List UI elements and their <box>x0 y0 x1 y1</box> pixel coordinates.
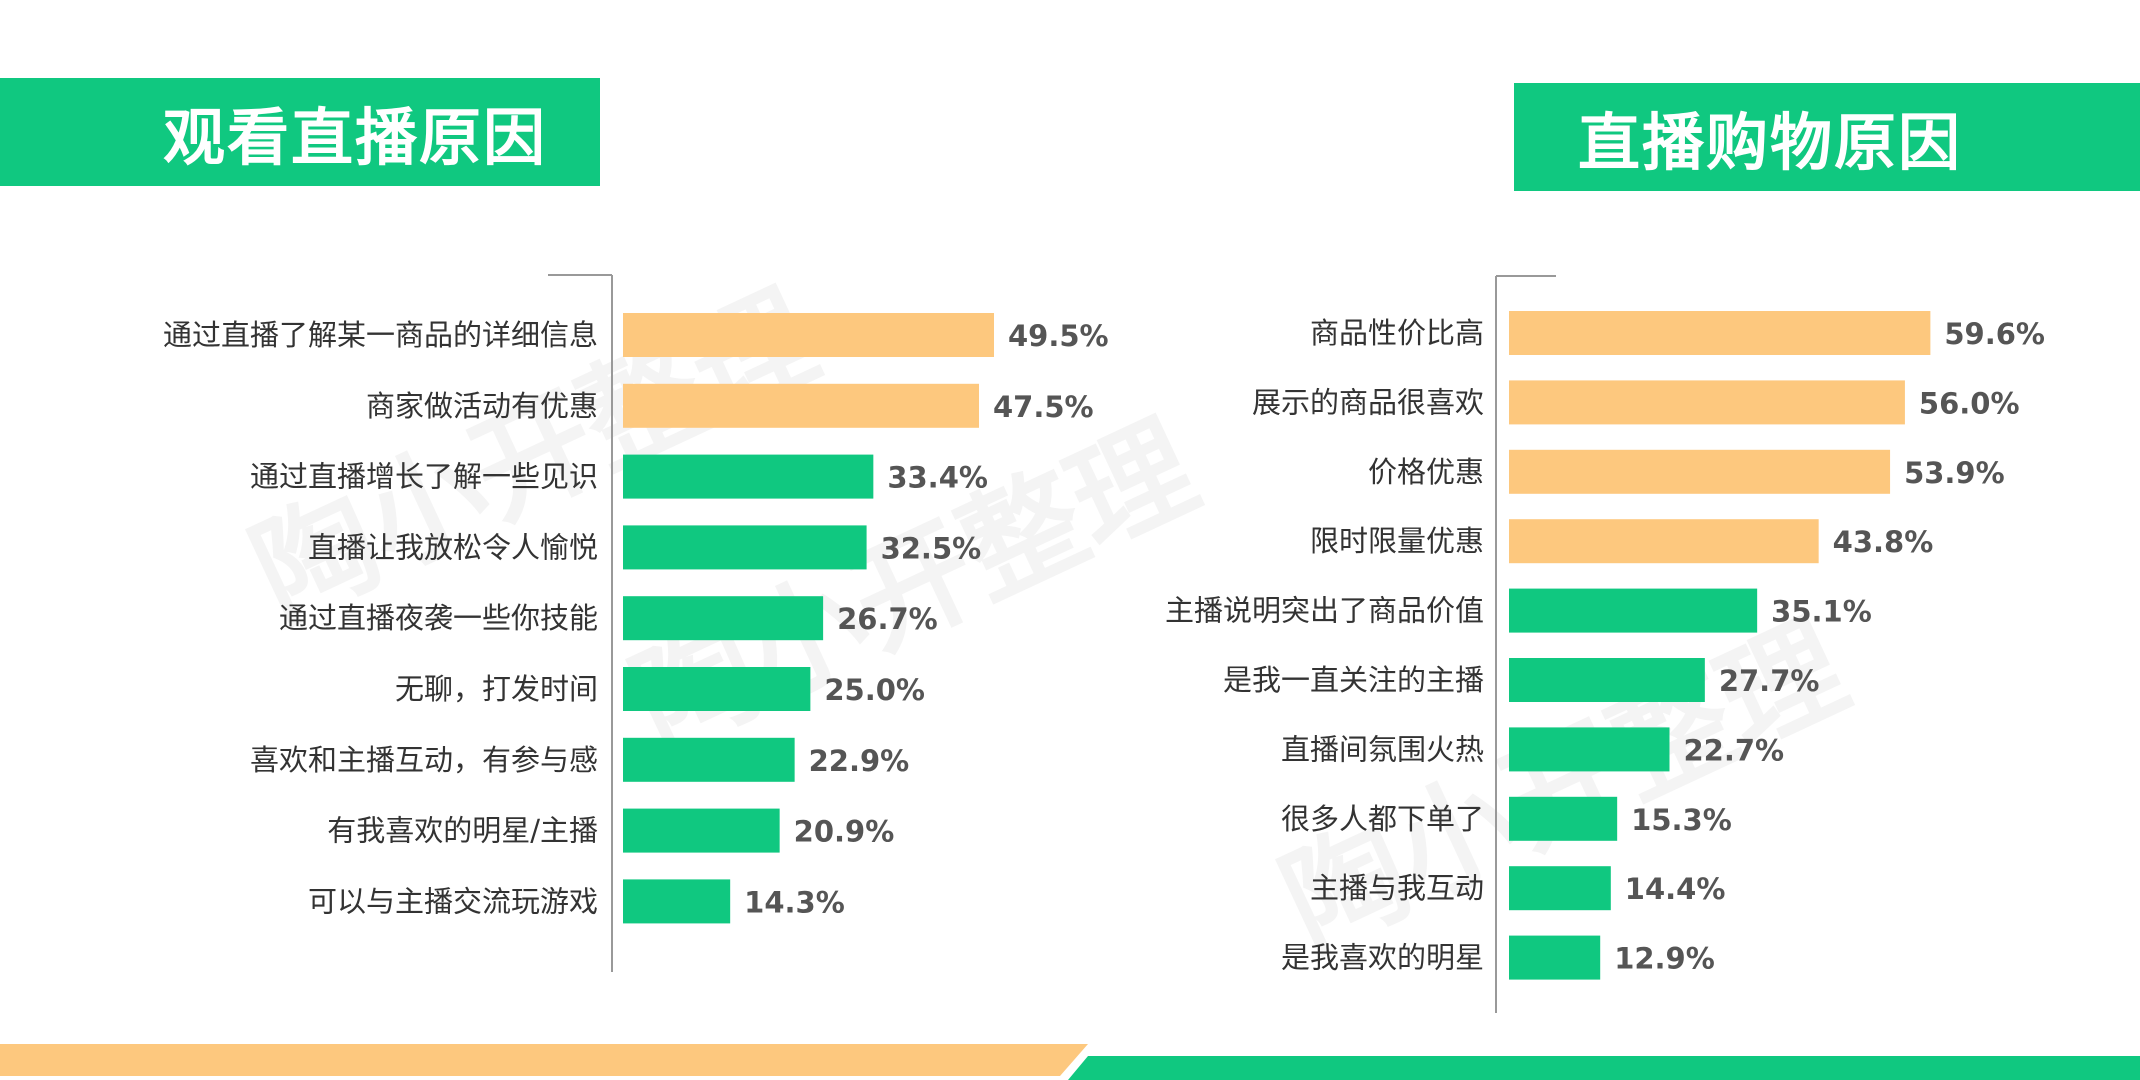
left-chart-title: 观看直播原因 <box>163 101 548 174</box>
left-category-label-8: 有我喜欢的明星/主播 <box>327 814 598 848</box>
right-value-label-5: 35.1% <box>1771 595 1872 629</box>
left-value-label-3: 33.4% <box>887 461 988 495</box>
right-category-label-5: 主播说明突出了商品价值 <box>1165 594 1484 628</box>
right-category-label-6: 是我一直关注的主播 <box>1223 663 1484 697</box>
left-category-label-7: 喜欢和主播互动，有参与感 <box>250 743 598 777</box>
left-value-label-1: 49.5% <box>1008 319 1109 353</box>
left-bar-2 <box>623 383 980 428</box>
right-value-label-1: 59.6% <box>1944 317 2045 351</box>
right-category-label-1: 商品性价比高 <box>1310 316 1484 350</box>
right-category-label-4: 限时限量优惠 <box>1310 524 1484 558</box>
right-value-label-6: 27.7% <box>1719 664 1820 698</box>
right-bar-6 <box>1509 658 1705 702</box>
left-bar-1 <box>623 313 995 357</box>
left-value-label-4: 32.5% <box>881 531 982 565</box>
right-category-label-7: 直播间氛围火热 <box>1281 732 1484 766</box>
left-category-label-3: 通过直播增长了解一些见识 <box>250 460 598 494</box>
left-value-label-7: 22.9% <box>809 744 910 778</box>
left-category-label-4: 直播让我放松令人愉悦 <box>308 530 598 564</box>
right-bar-2 <box>1509 380 1905 425</box>
right-bar-8 <box>1509 796 1618 841</box>
left-value-label-6: 25.0% <box>824 673 925 707</box>
left-value-label-9: 14.3% <box>744 885 845 919</box>
right-bar-9 <box>1509 866 1611 911</box>
right-bar-4 <box>1509 519 1819 564</box>
left-category-label-9: 可以与主播交流玩游戏 <box>308 884 598 918</box>
left-value-label-2: 47.5% <box>993 390 1094 424</box>
right-category-label-8: 很多人都下单了 <box>1281 802 1484 836</box>
right-bar-5 <box>1509 588 1758 633</box>
right-bar-7 <box>1509 727 1670 772</box>
right-value-label-4: 43.8% <box>1833 525 1934 559</box>
left-bar-7 <box>623 737 795 782</box>
left-bar-4 <box>623 525 867 570</box>
left-category-label-5: 通过直播夜袭一些你技能 <box>279 601 598 635</box>
left-bar-5 <box>623 596 824 641</box>
right-category-label-10: 是我喜欢的明星 <box>1281 941 1484 975</box>
right-bar-1 <box>1509 311 1931 355</box>
right-value-label-7: 22.7% <box>1683 733 1784 767</box>
right-category-label-9: 主播与我互动 <box>1310 871 1484 905</box>
left-bar-8 <box>623 808 780 853</box>
left-chart-title-banner: 观看直播原因 <box>0 78 600 186</box>
left-value-label-5: 26.7% <box>837 602 938 636</box>
right-value-label-9: 14.4% <box>1625 872 1726 906</box>
right-value-label-10: 12.9% <box>1614 942 1715 976</box>
right-category-label-2: 展示的商品很喜欢 <box>1252 385 1484 419</box>
right-chart-title-banner: 直播购物原因 <box>1514 83 2140 191</box>
left-value-label-8: 20.9% <box>794 815 895 849</box>
left-category-label-6: 无聊，打发时间 <box>395 672 598 706</box>
left-bar-3 <box>623 454 874 499</box>
right-category-label-3: 价格优惠 <box>1368 455 1484 489</box>
left-bar-9 <box>623 879 731 924</box>
right-bar-3 <box>1509 449 1891 494</box>
left-category-label-2: 商家做活动有优惠 <box>366 389 598 423</box>
right-value-label-8: 15.3% <box>1631 803 1732 837</box>
right-bar-10 <box>1509 935 1601 980</box>
right-value-label-3: 53.9% <box>1904 456 2005 490</box>
right-chart-title: 直播购物原因 <box>1578 106 1963 179</box>
left-category-label-1: 通过直播了解某一商品的详细信息 <box>163 318 598 352</box>
right-value-label-2: 56.0% <box>1919 386 2020 420</box>
left-bar-6 <box>623 667 811 711</box>
